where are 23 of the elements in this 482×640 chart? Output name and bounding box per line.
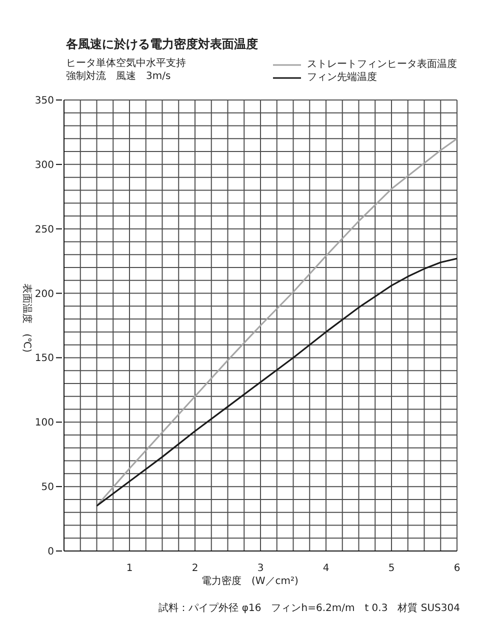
y-tick-label: 50 [41,482,54,494]
x-tick-label: 3 [257,563,264,574]
chart-subtitle: ヒータ単体空気中水平支持強制対流 風速 3m/s [66,57,187,83]
line-series [96,138,457,507]
y-axis-title: 表面温度 (℃) [20,283,34,353]
x-tick-label: 2 [192,563,198,574]
y-tick-label: 100 [34,418,54,429]
legend-label: フィン先端温度 [307,71,377,84]
x-tick-label: 5 [388,563,395,574]
x-tick-label: 4 [322,563,330,574]
y-tick-label: 0 [48,546,54,558]
x-tick-label: 1 [126,563,133,574]
y-tick-label: 200 [34,288,54,300]
text: 試料：パイプ外径 φ16 フィンh=6.2m/m t 0.3 材質 SUS304 [158,602,460,615]
x-tick-label: 6 [454,563,460,574]
y-tick-label: 350 [34,96,54,106]
y-tick-label: 300 [34,160,54,171]
y-tick-label: 250 [34,224,54,236]
line-series [96,258,457,507]
legend-label: ストレートフィンヒータ表面温度 [307,58,457,71]
chart-title: 各風速に於ける電力密度対表面温度 [66,36,258,53]
x-axis-title: 電力密度 (W／cm²) [200,574,300,588]
y-tick-label: 150 [34,353,54,364]
